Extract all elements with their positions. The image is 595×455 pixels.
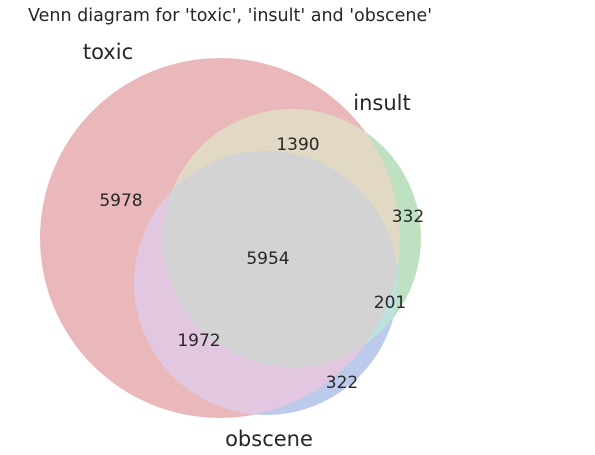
obscene-set-label: obscene <box>225 427 313 451</box>
insult-set-label: insult <box>353 91 410 115</box>
region-value-insult-obscene: 201 <box>374 293 406 313</box>
region-value-toxic-only: 5978 <box>99 191 142 211</box>
region-value-obscene-only: 322 <box>326 373 358 393</box>
region-value-toxic-insult: 1390 <box>276 135 319 155</box>
toxic-set-label: toxic <box>83 40 133 64</box>
region-value-all-three: 5954 <box>246 249 289 269</box>
region-value-insult-only: 332 <box>392 207 424 227</box>
region-value-toxic-obscene: 1972 <box>177 331 220 351</box>
chart-title: Venn diagram for 'toxic', 'insult' and '… <box>28 6 432 26</box>
